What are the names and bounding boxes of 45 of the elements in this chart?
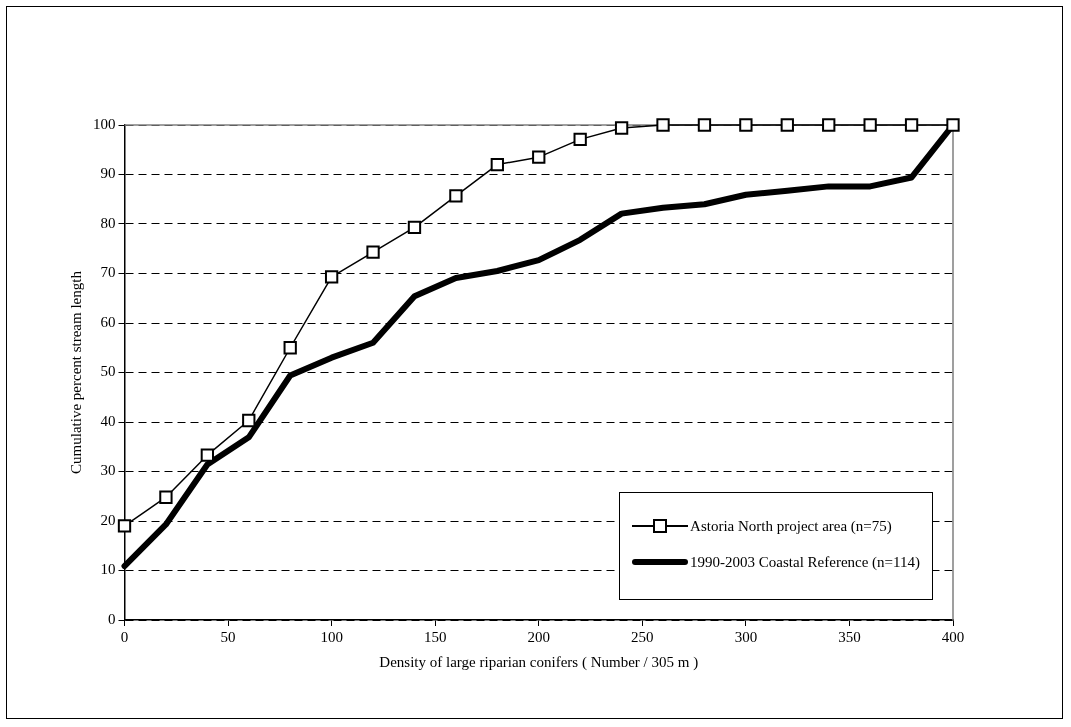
x-tick-label: 200 <box>527 628 550 645</box>
y-tick-label: 40 <box>100 412 116 429</box>
point <box>117 519 132 533</box>
point <box>324 270 339 284</box>
y-tick-label: 90 <box>100 165 116 182</box>
y-tick-label: 50 <box>100 363 116 380</box>
point <box>780 118 794 132</box>
point <box>614 121 629 135</box>
legend-label: Astoria North project area (n=75) <box>690 517 892 535</box>
point <box>242 413 256 428</box>
point <box>532 150 546 164</box>
y-tick-label: 80 <box>100 214 116 231</box>
point <box>407 220 422 235</box>
y-tick-label: 20 <box>100 511 116 528</box>
point <box>697 118 712 132</box>
x-tick-label: 0 <box>120 628 129 645</box>
y-tick-label: 30 <box>100 462 116 479</box>
y-tick-label: 100 <box>93 115 116 132</box>
point <box>822 118 836 132</box>
point <box>573 132 587 147</box>
point <box>159 490 173 504</box>
y-tick-label: 0 <box>108 610 116 627</box>
legend-label: 1990-2003 Coastal Reference (n=114) <box>690 553 920 571</box>
point <box>490 157 504 172</box>
y-tick-label: 60 <box>100 313 116 330</box>
point <box>946 118 960 132</box>
x-tick-label: 50 <box>220 628 236 645</box>
point <box>366 245 380 259</box>
point <box>739 118 753 132</box>
point <box>656 118 670 132</box>
y-tick-label: 70 <box>100 264 116 281</box>
point <box>200 448 215 462</box>
point <box>863 118 877 132</box>
x-tick-label: 250 <box>631 628 654 645</box>
x-axis-title: Density of large riparian conifers ( Number / 305 m ) <box>379 653 699 671</box>
point <box>283 341 297 355</box>
point <box>904 118 919 132</box>
x-tick-label: 100 <box>320 628 343 645</box>
x-tick-label: 300 <box>734 628 758 645</box>
y-tick-label: 10 <box>100 561 116 578</box>
x-tick-label: 350 <box>838 628 861 645</box>
x-tick-label: 150 <box>423 628 447 645</box>
y-axis-title: Cumulative percent stream length <box>67 270 84 474</box>
point <box>449 189 463 203</box>
x-tick-label: 400 <box>941 628 965 645</box>
